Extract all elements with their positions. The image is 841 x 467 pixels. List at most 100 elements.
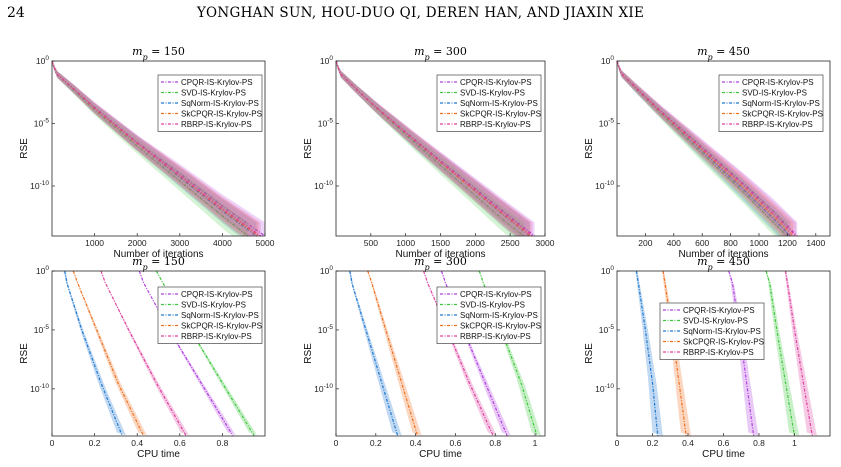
x-tick-label: 1000 bbox=[85, 238, 104, 248]
running-title: YONGHAN SUN, HOU-DUO QI, DEREN HAN, AND … bbox=[196, 5, 645, 21]
x-tick-label: 1000 bbox=[750, 238, 769, 248]
series-line bbox=[138, 270, 234, 437]
legend-entry: CPQR-IS-Krylov-PS bbox=[742, 78, 814, 87]
y-tick-exponent: -5 bbox=[608, 118, 614, 125]
series-line bbox=[335, 60, 533, 237]
x-axis-label: CPU time bbox=[419, 449, 462, 460]
legend-entry: RBRP-IS-Krylov-PS bbox=[460, 120, 531, 129]
series-line bbox=[616, 60, 788, 237]
series-band bbox=[63, 271, 128, 436]
y-axis-label: RSE bbox=[19, 343, 30, 364]
y-tick-exponent: -10 bbox=[605, 383, 615, 390]
series-group bbox=[137, 270, 239, 437]
x-tick-label: 2000 bbox=[128, 238, 147, 248]
legend-entry: SqNorm-IS-Krylov-PS bbox=[181, 311, 259, 320]
series-group bbox=[635, 270, 664, 437]
series-group bbox=[784, 270, 818, 437]
title-subscript: p bbox=[143, 53, 148, 62]
x-tick-label: 0 bbox=[50, 438, 55, 448]
legend-entry: SkCPQR-IS-Krylov-PS bbox=[460, 322, 541, 331]
y-tick-exponent: 0 bbox=[329, 265, 333, 272]
y-tick-exponent: 0 bbox=[329, 55, 333, 62]
y-tick-label: 10-10 bbox=[314, 180, 333, 191]
y-axis-label: RSE bbox=[303, 343, 314, 364]
panel-title: mp = 300 bbox=[414, 45, 467, 62]
y-tick-label: 10-5 bbox=[34, 118, 50, 129]
legend-entry: SqNorm-IS-Krylov-PS bbox=[181, 99, 259, 108]
y-tick-exponent: -5 bbox=[327, 118, 333, 125]
x-tick-label: 4000 bbox=[213, 238, 232, 248]
series-line bbox=[616, 60, 794, 237]
x-tick-label: 0 bbox=[615, 438, 620, 448]
legend: CPQR-IS-Krylov-PS SVD-IS-Krylov-PSSqNorm-… bbox=[436, 74, 542, 132]
legend-entry: SVD-IS-Krylov-PS bbox=[683, 317, 748, 326]
title-value: = 450 bbox=[713, 45, 750, 58]
y-tick-label: 10-10 bbox=[314, 383, 333, 394]
y-tick-base: 10 bbox=[318, 119, 328, 129]
panel-title: mp = 150 bbox=[132, 45, 185, 62]
series-group bbox=[63, 270, 128, 437]
legend-entry: RBRP-IS-Krylov-PS bbox=[181, 120, 252, 129]
title-subscript: p bbox=[143, 263, 148, 272]
plot-frame bbox=[335, 270, 546, 437]
y-tick-label: 10-10 bbox=[30, 180, 49, 191]
y-tick-label: 10-10 bbox=[595, 383, 614, 394]
panel-title: mp = 300 bbox=[414, 255, 467, 272]
y-tick-base: 10 bbox=[30, 181, 40, 191]
legend-entry: SqNorm-IS-Krylov-PS bbox=[460, 99, 538, 108]
x-tick-label: 800 bbox=[724, 238, 738, 248]
series-band bbox=[422, 271, 499, 436]
title-value: = 300 bbox=[430, 45, 467, 58]
legend: CPQR-IS-Krylov-PS SVD-IS-Krylov-PSSqNorm-… bbox=[659, 302, 765, 360]
x-axis-label: Number of iterations bbox=[395, 249, 485, 260]
title-subscript: p bbox=[425, 263, 430, 272]
y-tick-base: 10 bbox=[314, 384, 324, 394]
y-tick-label: 100 bbox=[601, 265, 614, 276]
series-line bbox=[616, 60, 798, 237]
y-tick-exponent: -5 bbox=[43, 118, 49, 125]
y-tick-label: 100 bbox=[320, 55, 333, 66]
y-tick-label: 10-5 bbox=[34, 324, 50, 335]
series-band bbox=[336, 61, 530, 236]
legend-entry: CPQR-IS-Krylov-PS bbox=[181, 78, 253, 87]
legend: CPQR-IS-Krylov-PS SVD-IS-Krylov-PSSqNorm-… bbox=[436, 286, 542, 344]
plot-frame bbox=[51, 60, 266, 237]
x-axis-label: CPU time bbox=[702, 449, 745, 460]
legend-entry: CPQR-IS-Krylov-PS bbox=[460, 290, 532, 299]
y-tick-exponent: 0 bbox=[45, 55, 49, 62]
x-tick-label: 1500 bbox=[431, 238, 450, 248]
x-tick-label: 0.2 bbox=[370, 438, 382, 448]
legend-entry: SVD-IS-Krylov-PS bbox=[742, 89, 807, 98]
legend-entry: CPQR-IS-Krylov-PS bbox=[181, 290, 253, 299]
x-tick-label: 3000 bbox=[536, 238, 555, 248]
series-group bbox=[616, 60, 794, 237]
y-tick-base: 10 bbox=[595, 181, 605, 191]
x-tick-label: 0.6 bbox=[174, 438, 186, 448]
x-tick-label: 1200 bbox=[778, 238, 797, 248]
x-tick-label: 0 bbox=[334, 438, 339, 448]
series-line bbox=[367, 270, 419, 437]
y-tick-label: 10-5 bbox=[318, 118, 334, 129]
y-tick-label: 100 bbox=[320, 265, 333, 276]
series-band bbox=[348, 271, 403, 436]
x-tick-label: 5000 bbox=[256, 238, 275, 248]
legend-entry: CPQR-IS-Krylov-PS bbox=[460, 78, 532, 87]
series-group bbox=[71, 270, 149, 437]
y-tick-base: 10 bbox=[30, 384, 40, 394]
x-tick-label: 2000 bbox=[466, 238, 485, 248]
legend-entry: CPQR-IS-Krylov-PS bbox=[683, 306, 755, 315]
series-band bbox=[52, 61, 261, 236]
series-line bbox=[335, 60, 525, 237]
x-tick-label: 0.8 bbox=[489, 438, 501, 448]
title-variable: m bbox=[132, 255, 142, 268]
y-tick-base: 10 bbox=[314, 181, 324, 191]
series-line bbox=[440, 270, 508, 437]
y-tick-base: 10 bbox=[599, 325, 609, 335]
y-tick-label: 100 bbox=[36, 55, 49, 66]
panel-title: mp = 450 bbox=[697, 45, 750, 62]
legend-entry: SVD-IS-Krylov-PS bbox=[460, 89, 525, 98]
y-tick-label: 100 bbox=[601, 55, 614, 66]
series-band bbox=[764, 271, 800, 436]
